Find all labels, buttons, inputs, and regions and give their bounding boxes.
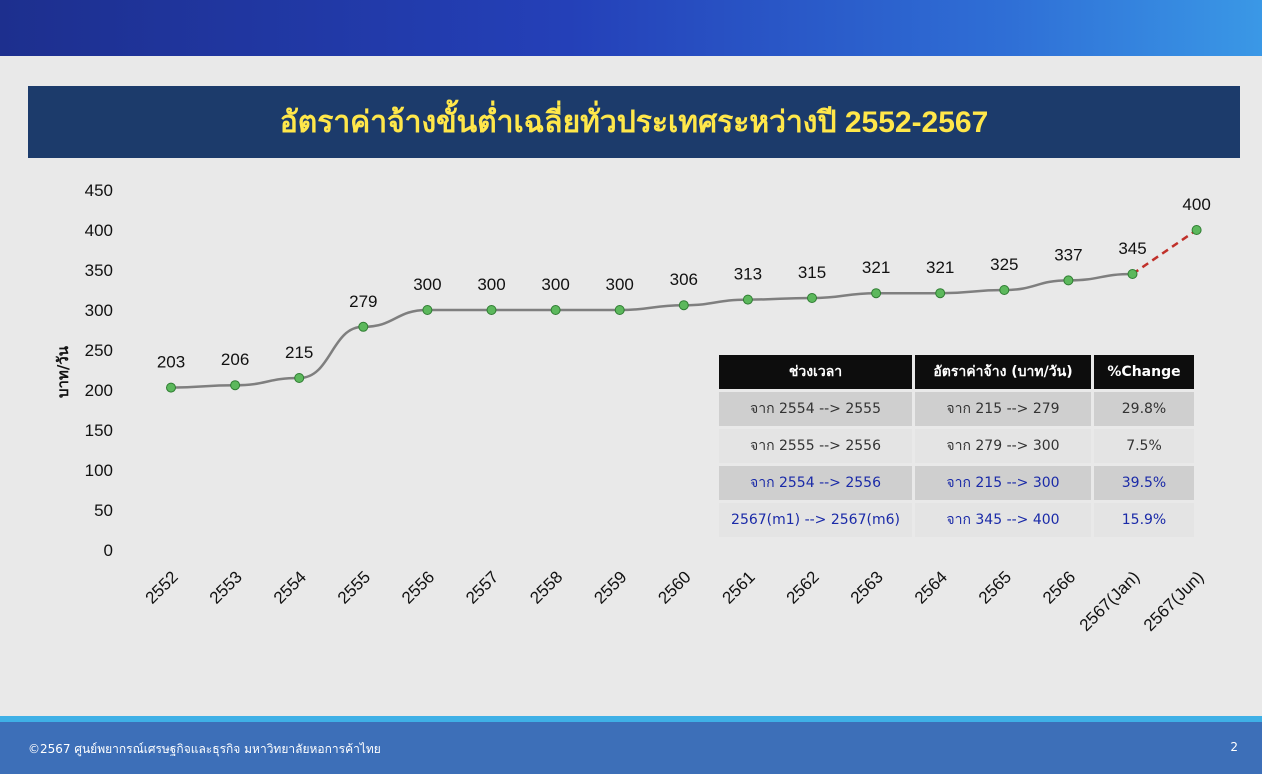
data-label: 345 xyxy=(1118,239,1146,258)
cell-change: 39.5% xyxy=(1094,466,1194,500)
footer: ©2567 ศูนย์พยากรณ์เศรษฐกิจและธุรกิจ มหาว… xyxy=(0,722,1262,774)
cell-rate: จาก 345 --> 400 xyxy=(915,503,1091,537)
x-tick-label: 2557 xyxy=(462,567,502,607)
table-row: จาก 2554 --> 2555 จาก 215 --> 279 29.8% xyxy=(719,392,1194,426)
x-tick-label: 2559 xyxy=(590,567,630,607)
data-label: 300 xyxy=(477,275,505,294)
page-number: 2 xyxy=(1230,740,1238,754)
x-tick-label: 2564 xyxy=(911,567,951,607)
cell-change: 29.8% xyxy=(1094,392,1194,426)
y-tick-label: 350 xyxy=(85,261,113,280)
table-header-row: ช่วงเวลา อัตราค่าจ้าง (บาท/วัน) %Change xyxy=(719,355,1194,389)
x-tick-label: 2567(Jan) xyxy=(1076,567,1144,635)
x-tick-label: 2567(Jun) xyxy=(1140,567,1208,635)
y-tick-label: 100 xyxy=(85,461,113,480)
cell-period: จาก 2554 --> 2555 xyxy=(719,392,912,426)
cell-change: 7.5% xyxy=(1094,429,1194,463)
data-point xyxy=(166,382,176,393)
page-title: อัตราค่าจ้างขั้นต่ำเฉลี่ยทั่วประเทศระหว่… xyxy=(279,105,989,139)
y-tick-label: 250 xyxy=(85,341,113,360)
x-tick-label: 2566 xyxy=(1039,567,1079,607)
table-row: จาก 2555 --> 2556 จาก 279 --> 300 7.5% xyxy=(719,429,1194,463)
data-point xyxy=(422,305,433,315)
footer-accent-line xyxy=(0,716,1262,722)
header-change: %Change xyxy=(1094,355,1194,389)
x-tick-label: 2562 xyxy=(783,567,823,607)
data-label: 337 xyxy=(1054,245,1082,264)
y-tick-label: 400 xyxy=(85,221,113,240)
data-label: 321 xyxy=(926,258,954,277)
data-point xyxy=(871,288,882,299)
y-tick-label: 300 xyxy=(85,301,113,320)
data-label: 206 xyxy=(221,350,249,369)
data-point xyxy=(999,285,1010,295)
cell-rate: จาก 279 --> 300 xyxy=(915,429,1091,463)
data-point xyxy=(678,300,689,311)
y-tick-label: 200 xyxy=(85,381,113,400)
y-tick-label: 0 xyxy=(104,541,113,560)
y-tick-label: 150 xyxy=(85,421,113,440)
cell-period: จาก 2554 --> 2556 xyxy=(719,466,912,500)
data-point xyxy=(294,373,305,383)
data-point xyxy=(1127,269,1138,279)
y-tick-label: 50 xyxy=(94,501,113,520)
header-period: ช่วงเวลา xyxy=(719,355,912,389)
cell-period: จาก 2555 --> 2556 xyxy=(719,429,912,463)
x-tick-label: 2555 xyxy=(334,567,374,607)
data-label: 321 xyxy=(862,258,890,277)
data-label: 203 xyxy=(157,353,185,372)
x-tick-label: 2565 xyxy=(975,567,1015,607)
data-label: 400 xyxy=(1182,195,1210,214)
table-row-highlight: 2567(m1) --> 2567(m6) จาก 345 --> 400 15… xyxy=(719,503,1194,537)
data-point xyxy=(358,321,369,332)
data-point xyxy=(486,305,497,315)
change-summary-table: ช่วงเวลา อัตราค่าจ้าง (บาท/วัน) %Change … xyxy=(716,352,1197,540)
x-tick-label: 2554 xyxy=(270,567,310,607)
title-bar: อัตราค่าจ้างขั้นต่ำเฉลี่ยทั่วประเทศระหว่… xyxy=(28,86,1240,158)
data-point xyxy=(742,294,753,305)
data-point xyxy=(1191,225,1202,235)
x-tick-label: 2561 xyxy=(719,567,759,607)
top-banner xyxy=(0,0,1262,56)
cell-rate: จาก 215 --> 279 xyxy=(915,392,1091,426)
y-tick-label: 450 xyxy=(85,181,113,200)
table-row-highlight: จาก 2554 --> 2556 จาก 215 --> 300 39.5% xyxy=(719,466,1194,500)
data-point xyxy=(230,380,241,391)
x-tick-label: 2553 xyxy=(206,567,246,607)
data-label: 300 xyxy=(413,275,441,294)
x-tick-label: 2563 xyxy=(847,567,887,607)
data-point xyxy=(807,293,817,303)
x-tick-label: 2560 xyxy=(654,567,694,607)
y-axis-label: บาท/วัน xyxy=(54,345,72,398)
data-point xyxy=(1063,275,1074,286)
data-label: 279 xyxy=(349,292,377,311)
x-tick-label: 2556 xyxy=(398,567,438,607)
data-label: 300 xyxy=(606,275,634,294)
data-label: 313 xyxy=(734,265,762,284)
series-line-dashed xyxy=(1131,228,1198,276)
data-point xyxy=(614,305,625,315)
data-label: 325 xyxy=(990,255,1018,274)
data-label: 315 xyxy=(798,263,826,282)
footer-copyright: ©2567 ศูนย์พยากรณ์เศรษฐกิจและธุรกิจ มหาว… xyxy=(28,742,381,756)
data-point xyxy=(550,305,561,315)
data-label: 306 xyxy=(670,270,698,289)
data-point xyxy=(935,288,946,299)
data-label: 300 xyxy=(541,275,569,294)
series-line xyxy=(170,272,1133,389)
cell-change: 15.9% xyxy=(1094,503,1194,537)
cell-period: 2567(m1) --> 2567(m6) xyxy=(719,503,912,537)
header-rate: อัตราค่าจ้าง (บาท/วัน) xyxy=(915,355,1091,389)
x-tick-label: 2558 xyxy=(526,567,566,607)
line-chart: 0 50 100 150 200 250 300 350 400 450 บาท/วัน 2552 25… xyxy=(54,181,1211,635)
data-label: 215 xyxy=(285,343,313,362)
cell-rate: จาก 215 --> 300 xyxy=(915,466,1091,500)
x-tick-label: 2552 xyxy=(142,567,182,607)
